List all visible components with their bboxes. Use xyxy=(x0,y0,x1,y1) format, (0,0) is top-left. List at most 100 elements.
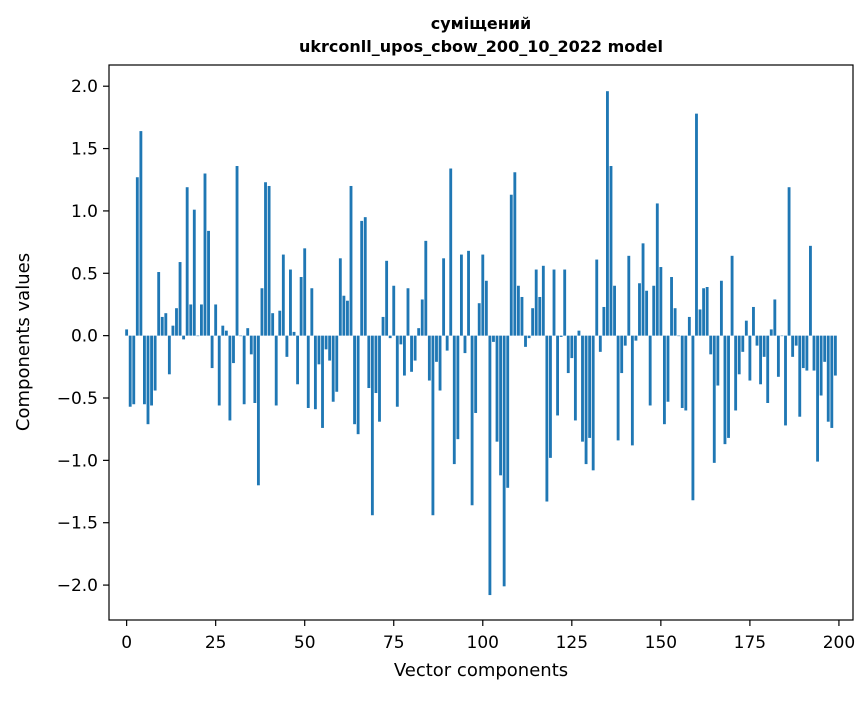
bar xyxy=(139,131,143,336)
bar xyxy=(552,269,556,336)
bar xyxy=(709,335,713,355)
bar xyxy=(317,335,321,365)
bar xyxy=(648,335,652,406)
bar xyxy=(538,296,542,336)
x-tick-label: 150 xyxy=(645,633,677,653)
bar xyxy=(438,335,442,391)
bar xyxy=(196,335,200,337)
bar xyxy=(399,335,403,345)
bar xyxy=(281,254,285,336)
bar xyxy=(734,335,738,411)
bar xyxy=(769,329,773,336)
bar xyxy=(143,335,146,405)
bar xyxy=(171,325,175,336)
x-tick-label: 125 xyxy=(556,633,588,653)
bar xyxy=(787,187,791,336)
bar xyxy=(285,335,289,357)
bar xyxy=(378,335,381,422)
bar xyxy=(695,113,698,336)
bar xyxy=(812,335,816,371)
bar xyxy=(474,335,478,413)
y-tick-label: −1.5 xyxy=(57,514,98,534)
bar xyxy=(182,335,186,340)
bar xyxy=(442,258,446,336)
bar xyxy=(481,254,485,336)
bar xyxy=(278,310,282,336)
bar xyxy=(146,335,150,425)
bar xyxy=(730,255,734,336)
bar xyxy=(549,335,552,458)
bar xyxy=(175,308,178,336)
bar xyxy=(744,320,748,336)
bar xyxy=(242,335,246,405)
bar xyxy=(620,335,624,374)
bar xyxy=(253,335,257,403)
x-tick-label: 50 xyxy=(294,633,316,653)
bar xyxy=(752,306,755,336)
bar xyxy=(638,283,641,336)
bar xyxy=(613,285,616,336)
bar xyxy=(659,267,663,336)
bar xyxy=(424,240,428,336)
y-axis-ticks: −2.0 −1.5 −1.0 −0.5 0.0 0.5 1.0 1.5 2.0 xyxy=(57,77,109,596)
bar xyxy=(381,316,385,336)
bar xyxy=(232,335,235,364)
bar xyxy=(385,260,389,336)
bar xyxy=(826,335,830,422)
bar xyxy=(759,335,762,385)
bar xyxy=(591,335,595,471)
bar xyxy=(132,335,136,405)
bar xyxy=(766,335,770,403)
bar xyxy=(698,309,702,336)
bar xyxy=(467,250,470,336)
bar xyxy=(823,335,827,362)
bar xyxy=(370,335,374,516)
bar xyxy=(346,300,349,336)
y-tick-label: 0.0 xyxy=(71,327,98,347)
bar xyxy=(723,335,727,445)
bar xyxy=(666,335,670,402)
bar xyxy=(228,335,232,421)
bar xyxy=(363,217,367,336)
bar xyxy=(167,335,171,375)
bar xyxy=(545,335,549,502)
bar xyxy=(463,335,467,354)
bar xyxy=(374,335,378,394)
bar xyxy=(328,335,332,361)
bar xyxy=(541,265,545,336)
bar xyxy=(260,288,264,336)
bar xyxy=(388,335,392,339)
bar xyxy=(321,335,324,428)
bar xyxy=(655,203,659,336)
bar xyxy=(737,335,741,375)
bar xyxy=(566,335,570,374)
bar xyxy=(445,335,449,351)
bar xyxy=(801,335,805,369)
bar xyxy=(395,335,399,407)
bar xyxy=(306,335,310,408)
bar xyxy=(410,335,413,372)
bar xyxy=(524,335,527,347)
y-tick-label: −2.0 xyxy=(57,576,98,596)
bar xyxy=(588,335,592,438)
x-tick-label: 175 xyxy=(734,633,766,653)
bar xyxy=(135,177,139,336)
y-tick-label: −0.5 xyxy=(57,389,98,409)
x-tick-label: 0 xyxy=(121,633,132,653)
bar xyxy=(403,335,406,376)
bar xyxy=(563,269,567,336)
y-tick-label: 1.5 xyxy=(71,140,98,160)
bar xyxy=(224,330,228,336)
bar xyxy=(246,328,250,336)
bar xyxy=(513,172,517,336)
bar xyxy=(192,209,196,336)
bar xyxy=(573,335,577,421)
bar xyxy=(427,335,431,381)
y-tick-label: 2.0 xyxy=(71,77,98,97)
bar xyxy=(431,335,435,516)
bar xyxy=(157,272,161,336)
bar xyxy=(271,313,275,336)
bar xyxy=(641,243,645,336)
bar xyxy=(150,335,153,406)
